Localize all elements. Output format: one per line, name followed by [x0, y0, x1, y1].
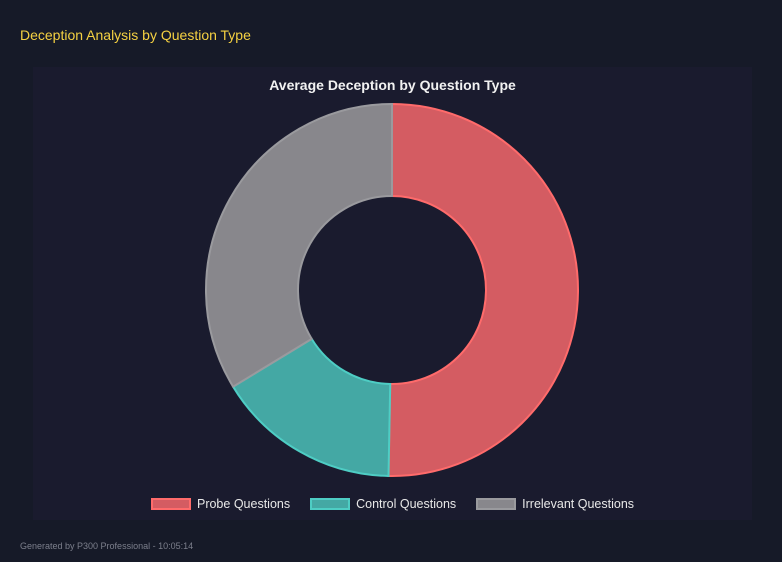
donut-slice-irrelevant-questions[interactable]	[205, 102, 393, 389]
donut-slice-control-questions[interactable]	[231, 337, 392, 477]
footer-text: Generated by P300 Professional - 10:05:1…	[20, 541, 194, 551]
legend-label: Control Questions	[356, 497, 457, 511]
legend-label: Irrelevant Questions	[522, 497, 635, 511]
legend-item-probe[interactable]: Probe Questions	[150, 497, 291, 511]
page-title: Deception Analysis by Question Type	[20, 27, 251, 43]
legend-label: Probe Questions	[196, 497, 291, 511]
legend-swatch	[476, 498, 517, 510]
donut-chart	[205, 102, 579, 477]
legend-item-irrelevant[interactable]: Irrelevant Questions	[476, 497, 634, 511]
legend: Probe Questions Control Questions Irrele…	[33, 497, 752, 511]
legend-swatch	[150, 498, 191, 510]
legend-swatch	[310, 498, 351, 510]
chart-panel: Average Deception by Question Type Probe…	[33, 67, 752, 520]
donut-slice-probe-questions[interactable]	[387, 102, 579, 477]
legend-item-control[interactable]: Control Questions	[310, 497, 456, 511]
chart-title: Average Deception by Question Type	[269, 77, 516, 93]
